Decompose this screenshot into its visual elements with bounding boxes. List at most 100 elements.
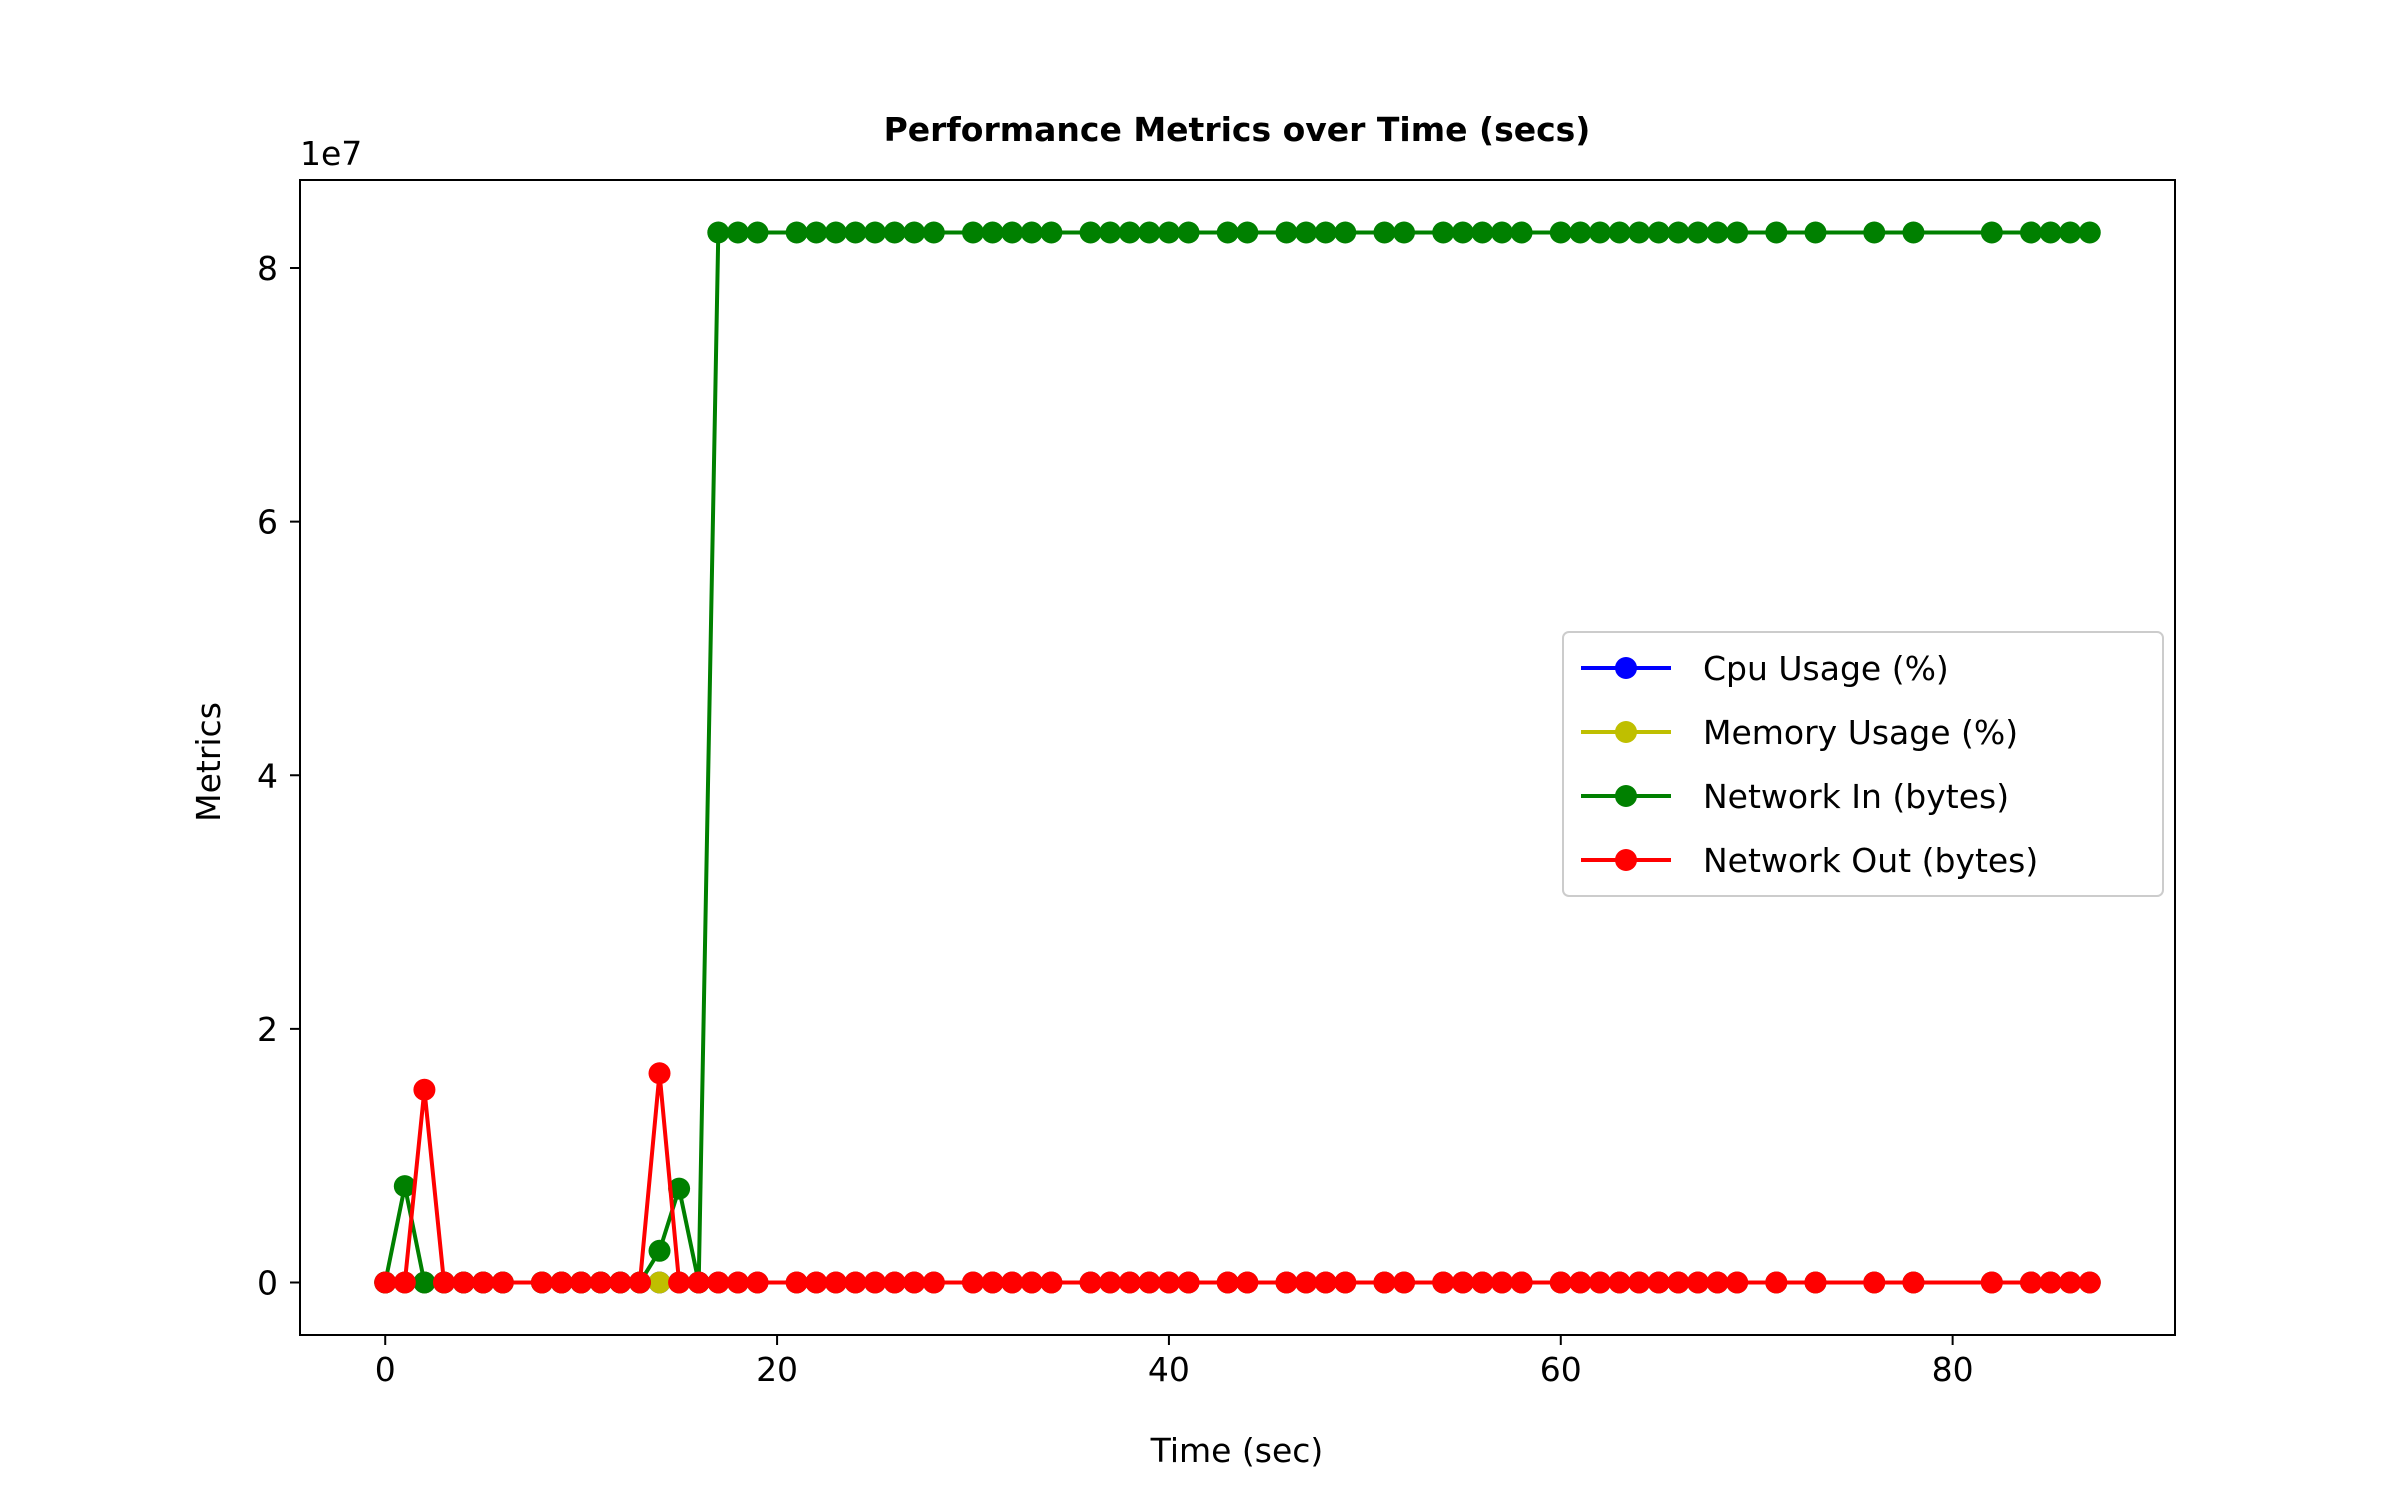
legend-label: Network In (bytes) [1703,777,2009,816]
legend: Cpu Usage (%) Memory Usage (%) Network In … [1562,631,2164,897]
x-tick-label: 80 [1932,1350,1974,1389]
data-point [1863,221,1886,244]
data-point [922,221,945,244]
data-point [452,1271,475,1294]
data-point [2059,221,2082,244]
data-point [1608,1271,1631,1294]
data-point [1510,221,1533,244]
data-point [2039,1271,2062,1294]
data-point [1020,221,1043,244]
data-point [785,221,808,244]
legend-item: Network In (bytes) [1581,777,2009,816]
data-point [1314,221,1337,244]
data-point [1138,221,1161,244]
data-point [726,1271,749,1294]
data-point [883,1271,906,1294]
data-point [864,221,887,244]
data-point [981,221,1004,244]
data-point [648,1271,671,1294]
data-point [1334,221,1357,244]
data-point [1001,1271,1024,1294]
data-point [1588,1271,1611,1294]
data-point [1295,221,1318,244]
data-point [746,221,769,244]
data-point [707,221,730,244]
legend-item: Cpu Usage (%) [1581,649,1949,688]
data-point [864,1271,887,1294]
data-point [1099,221,1122,244]
data-point [1236,221,1259,244]
data-point [1569,221,1592,244]
data-point [2059,1271,2082,1294]
data-point [1216,1271,1239,1294]
chart-title: Performance Metrics over Time (secs) [884,110,1591,149]
data-point [1490,1271,1513,1294]
y-axis-label: Metrics [189,702,228,822]
legend-label: Memory Usage (%) [1703,713,2018,752]
data-point [1549,221,1572,244]
data-point [1471,1271,1494,1294]
data-point [1706,221,1729,244]
data-point [1588,221,1611,244]
data-point [2019,1271,2042,1294]
data-point [433,1271,456,1294]
data-point [2039,221,2062,244]
data-point [491,1271,514,1294]
data-point [1236,1271,1259,1294]
data-point [1314,1271,1337,1294]
data-point [844,1271,867,1294]
data-point [1099,1271,1122,1294]
data-point [1569,1271,1592,1294]
data-point [1001,221,1024,244]
y-tick-label: 0 [257,1264,278,1303]
data-point [1647,221,1670,244]
legend-marker [1615,657,1637,679]
x-tick-label: 40 [1148,1350,1190,1389]
data-point [609,1271,632,1294]
data-point [1686,221,1709,244]
data-point [903,1271,926,1294]
data-point [374,1271,397,1294]
data-point [844,221,867,244]
data-point [1216,221,1239,244]
data-point [1275,221,1298,244]
data-point [1510,1271,1533,1294]
data-point [1628,221,1651,244]
y-axis-offset-text: 1e7 [300,134,362,173]
data-point [1980,221,2003,244]
data-point [1628,1271,1651,1294]
y-tick-label: 8 [257,249,278,288]
x-tick-label: 60 [1540,1350,1582,1389]
x-tick-label: 20 [756,1350,798,1389]
data-point [1765,1271,1788,1294]
data-point [1432,1271,1455,1294]
legend-marker [1615,849,1637,871]
y-tick-label: 6 [257,503,278,542]
data-point [2078,1271,2101,1294]
data-point [550,1271,573,1294]
data-point [805,221,828,244]
legend-item: Network Out (bytes) [1581,841,2038,880]
data-point [1686,1271,1709,1294]
data-point [1373,1271,1396,1294]
data-point [824,1271,847,1294]
data-point [472,1271,495,1294]
data-point [1157,221,1180,244]
data-point [1295,1271,1318,1294]
data-point [1040,221,1063,244]
data-point [1373,221,1396,244]
data-point [1393,221,1416,244]
data-point [824,221,847,244]
data-point [648,1062,671,1085]
data-point [668,1177,691,1200]
data-point [883,221,906,244]
data-point [1334,1271,1357,1294]
data-point [1980,1271,2003,1294]
x-tick-label: 0 [375,1350,396,1389]
data-point [1863,1271,1886,1294]
data-point [668,1271,691,1294]
legend-marker [1615,721,1637,743]
data-point [962,1271,985,1294]
series-3 [374,1062,2101,1294]
axis-ticks: 0 20 40 60 80 0 2 4 6 8 [257,249,1974,1389]
